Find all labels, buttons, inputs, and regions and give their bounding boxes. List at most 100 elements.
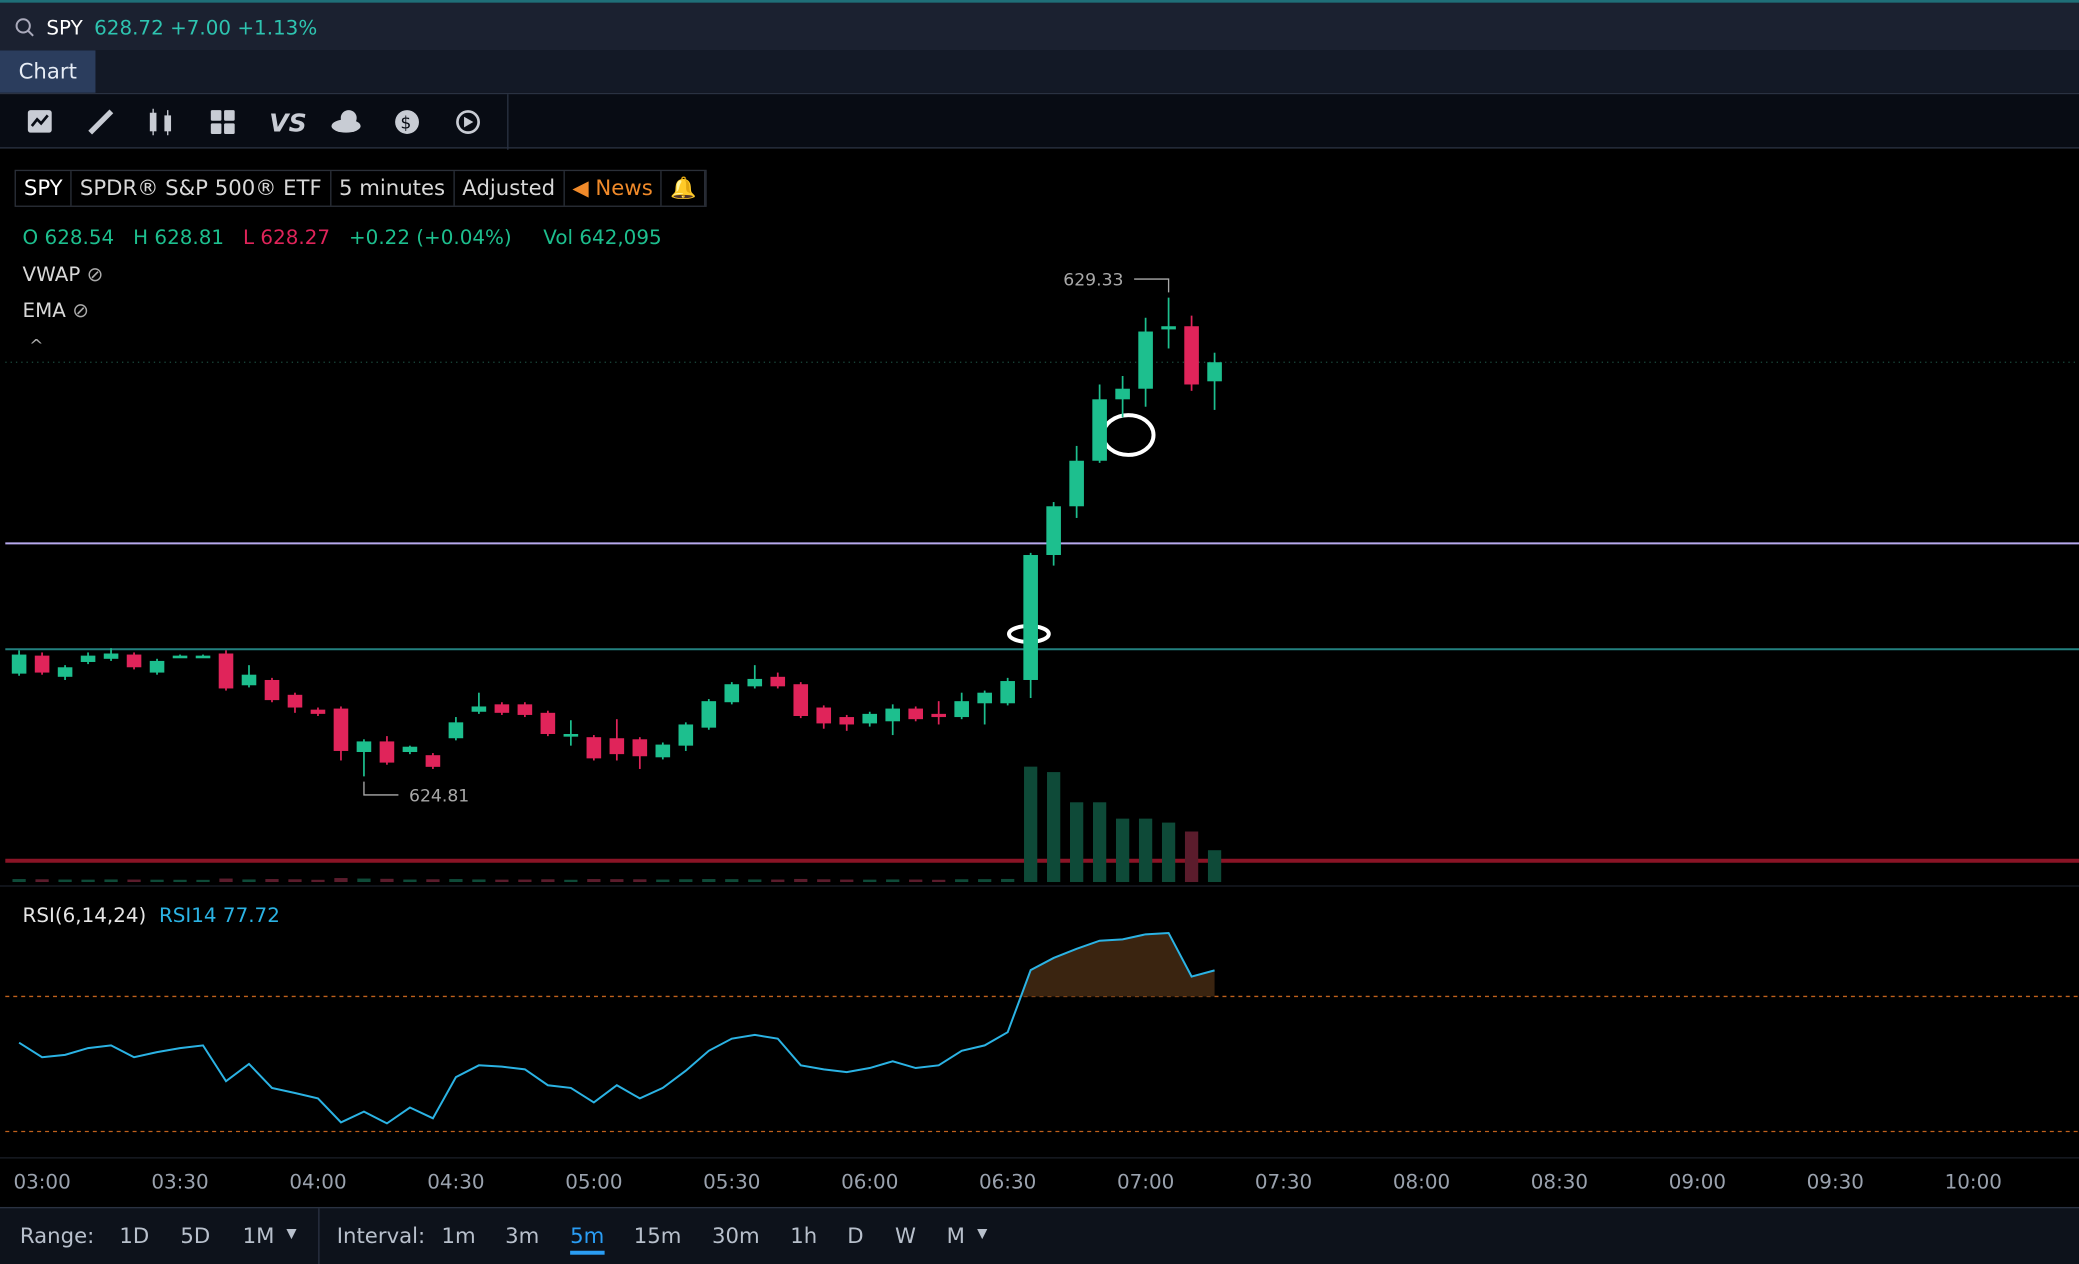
alert-bell[interactable]: 🔔 (662, 171, 706, 206)
range-label: Range: (19, 1222, 95, 1249)
volume-bar (610, 879, 624, 883)
candle-body (11, 654, 27, 674)
volume-bar (518, 879, 532, 883)
interval-option[interactable]: 1m (441, 1222, 476, 1249)
toolbar-icons: VS $ (27, 94, 509, 150)
x-tick-label: 05:00 (565, 1170, 622, 1193)
study-ema[interactable]: EMA ⊘ (23, 298, 89, 322)
range-option[interactable]: 1M (242, 1222, 275, 1249)
candle-body (563, 734, 579, 737)
volume-bar (656, 879, 670, 883)
candle-body (655, 744, 671, 758)
interval-option[interactable]: 1h (790, 1222, 818, 1249)
volume-bar (909, 879, 923, 883)
chart-type-icon[interactable] (27, 110, 52, 133)
volume-bar (311, 879, 325, 883)
volume-bar (1207, 850, 1222, 883)
candles-icon[interactable] (149, 108, 172, 136)
volume-bar (357, 878, 371, 883)
news-label: News (595, 175, 653, 201)
candle-body (494, 704, 510, 713)
volume-bar (104, 879, 118, 883)
volume-bar (242, 879, 256, 883)
hidden-icon[interactable]: ⊘ (86, 262, 104, 287)
hidden-icon[interactable]: ⊘ (72, 298, 89, 323)
rsi-line (18, 931, 1215, 1125)
volume-bar (679, 879, 693, 883)
cloud-icon[interactable] (331, 110, 361, 133)
replay-icon[interactable] (456, 110, 480, 134)
candle-body (908, 708, 923, 720)
range-option[interactable]: 1D (119, 1222, 150, 1249)
legend-news[interactable]: ◀ News (564, 171, 663, 206)
dividend-icon[interactable]: $ (395, 110, 419, 134)
volume-bar (840, 879, 854, 883)
x-tick-label: 04:00 (289, 1170, 346, 1193)
volume-bar (932, 879, 946, 883)
candle-body (885, 708, 901, 722)
candle-body (333, 708, 349, 751)
dropdown-caret[interactable]: ▼ (977, 1226, 988, 1242)
interval-option[interactable]: W (894, 1222, 916, 1249)
candle-body (1184, 326, 1199, 385)
candle-body (57, 667, 73, 677)
candle-body (425, 755, 441, 767)
legend-interval[interactable]: 5 minutes (331, 171, 455, 206)
x-tick-label: 10:00 (1945, 1170, 2002, 1193)
layout-icon[interactable] (210, 110, 235, 134)
volume-bar (288, 879, 302, 883)
volume-bar (380, 878, 394, 883)
candle-body (701, 701, 717, 728)
volume-bar (1047, 772, 1061, 883)
candle-body (678, 724, 694, 746)
search-bar[interactable]: SPY 628.72 +7.00 +1.13% (0, 0, 2079, 51)
volume-bar (196, 879, 210, 883)
low-label: L (243, 225, 255, 250)
volume-bar (426, 879, 440, 883)
toolbar: VS $ (0, 92, 2079, 150)
candle-body (471, 706, 487, 712)
search-icon (15, 18, 34, 37)
candle-body (218, 653, 234, 689)
candle-body (1046, 506, 1061, 556)
volume-bar (219, 878, 233, 883)
range-option[interactable]: 5D (180, 1222, 211, 1249)
candle-body (126, 654, 142, 668)
low-label: 624.81 (409, 787, 469, 807)
x-tick-label: 03:00 (13, 1170, 70, 1193)
open-value: 628.54 (44, 225, 115, 250)
rsi-legend: RSI(6,14,24) RSI14 77.72 (23, 903, 280, 927)
interval-option[interactable]: 15m (633, 1222, 682, 1249)
interval-option[interactable]: 5m (570, 1223, 605, 1255)
volume-bar (1024, 766, 1038, 883)
tab[interactable]: Chart (0, 50, 96, 93)
dropdown-caret[interactable]: ▼ (286, 1226, 297, 1242)
candle-body (356, 741, 372, 753)
candle-body (448, 722, 464, 739)
volume-bar (863, 879, 877, 883)
x-tick-label: 05:30 (703, 1170, 760, 1193)
volume-bar (403, 879, 417, 883)
volume-bar (587, 879, 601, 883)
interval-option[interactable]: M (946, 1222, 965, 1249)
study-vwap[interactable]: VWAP ⊘ (23, 263, 104, 287)
volume-bar (1070, 802, 1084, 883)
legend-adjustment[interactable]: Adjusted (454, 171, 565, 206)
compare-icon[interactable]: VS (269, 108, 307, 137)
interval-option[interactable]: 3m (505, 1222, 540, 1249)
legend-name: SPDR® S&P 500® ETF (72, 171, 331, 206)
draw-icon[interactable] (88, 109, 114, 135)
volume-bar (978, 879, 992, 883)
collapse-icon[interactable]: ^ (29, 336, 44, 357)
volume-bar (702, 879, 716, 883)
symbol-legend: SPY SPDR® S&P 500® ETF 5 minutes Adjuste… (14, 169, 708, 207)
high-marker (1134, 278, 1170, 293)
candle-body (379, 741, 395, 763)
volume-bar (150, 879, 164, 883)
ohlc-row: O 628.54 H 628.81 L 628.27 +0.22 (+0.04%… (23, 225, 662, 249)
x-tick-label: 04:30 (427, 1170, 484, 1193)
candle-body (1161, 326, 1176, 330)
interval-option[interactable]: D (847, 1222, 864, 1249)
interval-option[interactable]: 30m (712, 1222, 760, 1249)
interval-label: Interval: (336, 1222, 426, 1249)
